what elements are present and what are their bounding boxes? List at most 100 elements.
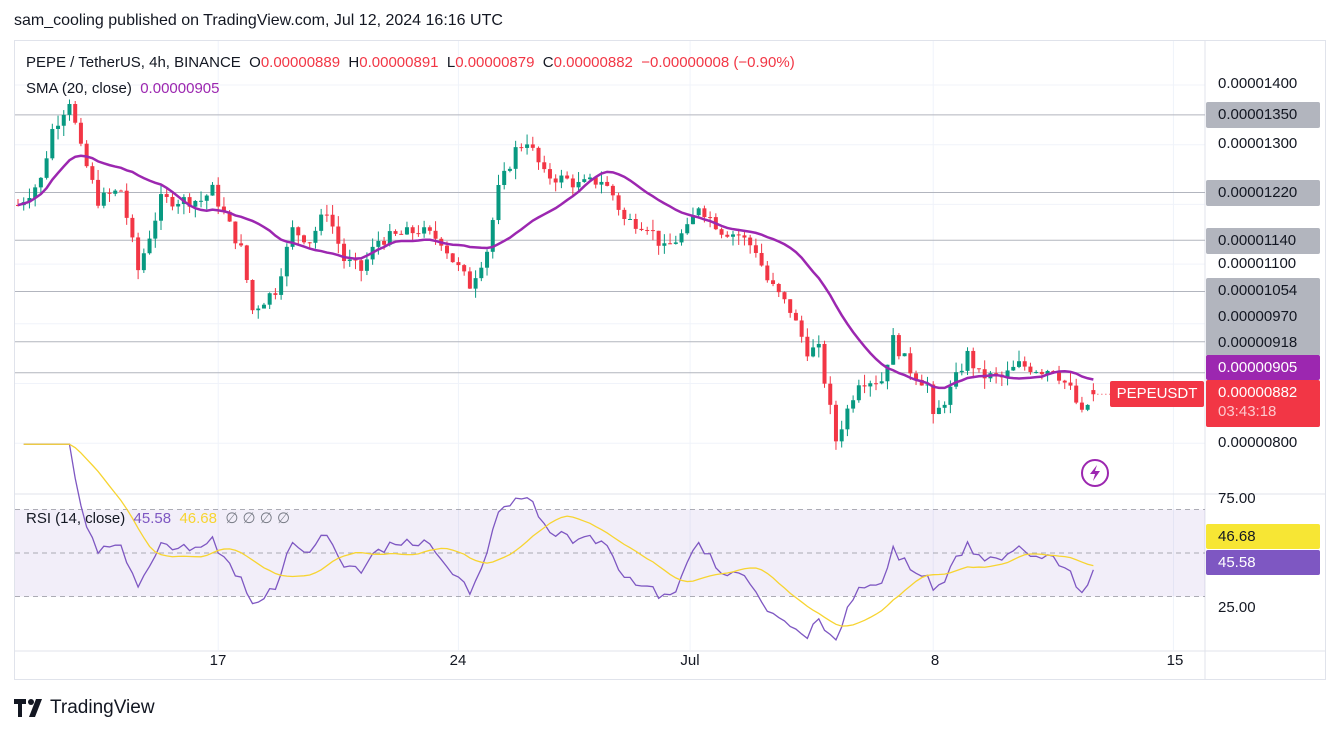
candle bbox=[782, 292, 787, 300]
candle bbox=[16, 204, 20, 206]
candle bbox=[319, 214, 324, 231]
level-tag[interactable]: 0.00000918 bbox=[1218, 334, 1298, 351]
symbol-title[interactable]: PEPE / TetherUS, 4h, BINANCE bbox=[26, 54, 241, 71]
level-tag[interactable]: 0.00000970 bbox=[1218, 308, 1298, 325]
tradingview-logo[interactable]: TradingView bbox=[14, 697, 155, 719]
candle bbox=[33, 187, 38, 198]
level-tag[interactable]: 0.00001054 bbox=[1218, 282, 1298, 299]
rsi-tick: 25.00 bbox=[1218, 599, 1256, 616]
candle bbox=[776, 284, 781, 293]
level-tag[interactable]: 0.00001220 bbox=[1206, 180, 1320, 206]
candle bbox=[736, 234, 741, 236]
change-value: −0.00000008 (−0.90%) bbox=[641, 54, 795, 71]
candle bbox=[748, 237, 753, 246]
candle bbox=[467, 271, 472, 289]
brand-name: TradingView bbox=[50, 697, 155, 718]
candle bbox=[67, 104, 72, 115]
candle bbox=[44, 158, 49, 178]
candle bbox=[1034, 371, 1039, 373]
lightning-icon[interactable] bbox=[1080, 458, 1110, 488]
candle bbox=[78, 122, 83, 144]
candle bbox=[130, 217, 135, 238]
candle bbox=[90, 166, 95, 180]
sma-value: 0.00000905 bbox=[140, 80, 220, 97]
time-tick: 17 bbox=[209, 652, 227, 669]
rsi-line bbox=[23, 443, 1094, 641]
candle bbox=[753, 245, 758, 253]
candle bbox=[502, 170, 507, 185]
candle bbox=[965, 350, 970, 371]
candle bbox=[1091, 390, 1096, 395]
candle bbox=[582, 179, 587, 182]
candle bbox=[221, 206, 226, 212]
candle bbox=[1022, 361, 1027, 367]
rsi-label[interactable]: RSI (14, close) bbox=[26, 510, 126, 527]
candle bbox=[210, 184, 215, 196]
sma-line bbox=[17, 154, 1094, 390]
candle bbox=[959, 370, 964, 373]
time-tick: 15 bbox=[1166, 652, 1184, 669]
candle bbox=[954, 372, 959, 387]
candle bbox=[553, 178, 558, 183]
candle bbox=[38, 177, 43, 188]
candle bbox=[570, 178, 575, 188]
candle bbox=[628, 219, 633, 221]
candle bbox=[811, 347, 816, 357]
candle bbox=[404, 227, 409, 235]
candle bbox=[296, 227, 301, 236]
rsi-ma-tag: 46.68 bbox=[1206, 524, 1320, 549]
candle bbox=[896, 335, 901, 357]
candle bbox=[141, 253, 146, 271]
rsi-value: 45.58 bbox=[133, 510, 172, 527]
candle bbox=[445, 245, 449, 254]
candle bbox=[565, 175, 570, 179]
candle bbox=[244, 245, 249, 280]
candle bbox=[479, 267, 484, 279]
level-tag[interactable]: 0.00001350 bbox=[1206, 102, 1320, 128]
time-tick: 8 bbox=[930, 652, 940, 669]
candle bbox=[673, 242, 678, 244]
candle bbox=[845, 408, 850, 430]
level-tag-stack: 0.00001054 0.00000970 0.00000918 bbox=[1206, 278, 1320, 356]
candle bbox=[645, 230, 650, 232]
candle bbox=[679, 233, 684, 243]
candle bbox=[496, 184, 501, 221]
candle bbox=[1074, 385, 1079, 403]
candle bbox=[851, 400, 856, 409]
candle bbox=[971, 350, 976, 369]
candle bbox=[170, 196, 175, 207]
sma-legend: SMA (20, close) 0.00000905 bbox=[26, 80, 219, 97]
candle bbox=[113, 190, 118, 194]
candle bbox=[1057, 372, 1062, 381]
candle bbox=[61, 114, 66, 126]
candle bbox=[364, 259, 369, 271]
open-label: O bbox=[249, 54, 261, 71]
candle bbox=[204, 195, 209, 201]
candle bbox=[342, 243, 347, 262]
candle bbox=[473, 278, 478, 289]
candle bbox=[668, 243, 673, 245]
candle bbox=[856, 385, 861, 401]
candle bbox=[742, 235, 747, 238]
candle bbox=[902, 353, 907, 357]
candle bbox=[1079, 402, 1084, 410]
candle bbox=[788, 299, 793, 313]
level-tag[interactable]: 0.00001140 bbox=[1206, 228, 1320, 254]
symbol-tag: PEPEUSDT bbox=[1110, 381, 1204, 407]
candle bbox=[576, 181, 581, 188]
candle bbox=[690, 215, 695, 225]
candle bbox=[1039, 371, 1044, 375]
candle bbox=[891, 335, 896, 365]
sma-label[interactable]: SMA (20, close) bbox=[26, 80, 132, 97]
candle bbox=[490, 220, 495, 252]
rsi-legend: RSI (14, close) 45.58 46.68 ∅ ∅ ∅ ∅ bbox=[26, 509, 290, 527]
candle bbox=[462, 265, 467, 272]
symbol-legend: PEPE / TetherUS, 4h, BINANCE O0.00000889… bbox=[26, 54, 795, 71]
candle bbox=[839, 429, 844, 442]
candle bbox=[159, 194, 163, 221]
candle bbox=[605, 181, 610, 186]
candle bbox=[685, 224, 690, 234]
candle bbox=[330, 214, 335, 227]
candle bbox=[931, 384, 936, 415]
